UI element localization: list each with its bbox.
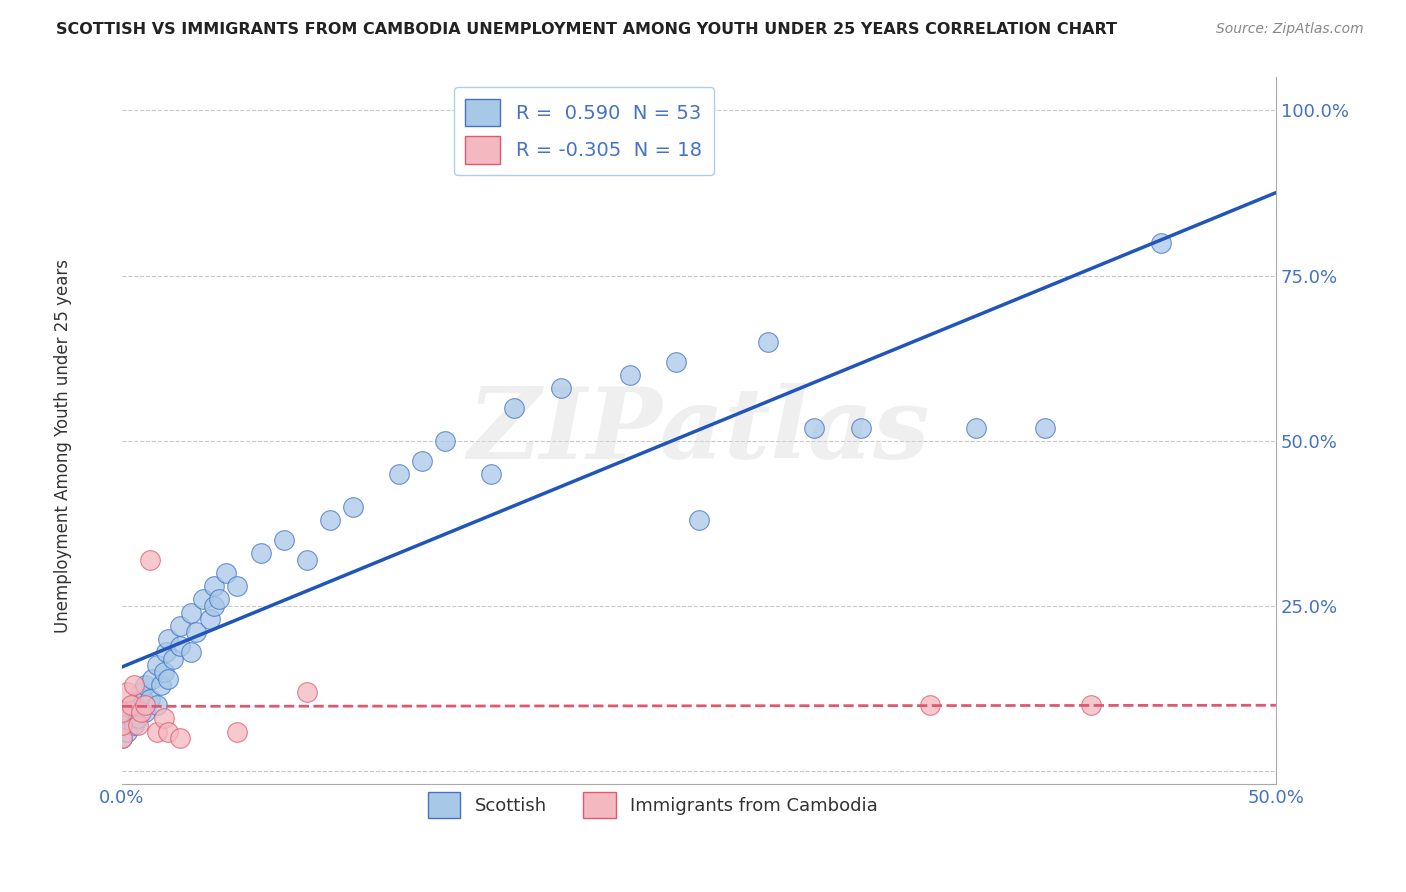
Point bbox=[319, 513, 342, 527]
Point bbox=[550, 381, 572, 395]
Point bbox=[1033, 420, 1056, 434]
Point bbox=[388, 467, 411, 481]
Text: Unemployment Among Youth under 25 years: Unemployment Among Youth under 25 years bbox=[55, 259, 72, 633]
Point bbox=[111, 718, 134, 732]
Text: SCOTTISH VS IMMIGRANTS FROM CAMBODIA UNEMPLOYMENT AMONG YOUTH UNDER 25 YEARS COR: SCOTTISH VS IMMIGRANTS FROM CAMBODIA UNE… bbox=[56, 22, 1118, 37]
Point bbox=[157, 672, 180, 686]
Point bbox=[118, 705, 141, 719]
Point bbox=[122, 678, 145, 692]
Point bbox=[191, 592, 214, 607]
Point bbox=[169, 619, 191, 633]
Point bbox=[134, 705, 156, 719]
Point bbox=[134, 678, 156, 692]
Point bbox=[152, 665, 174, 679]
Point bbox=[122, 718, 145, 732]
Point bbox=[132, 691, 155, 706]
Point bbox=[115, 724, 138, 739]
Point bbox=[145, 658, 167, 673]
Point bbox=[129, 685, 152, 699]
Point bbox=[202, 579, 225, 593]
Point bbox=[479, 467, 502, 481]
Point bbox=[619, 368, 641, 382]
Point bbox=[180, 606, 202, 620]
Point bbox=[129, 705, 152, 719]
Point bbox=[180, 645, 202, 659]
Point bbox=[849, 420, 872, 434]
Point bbox=[127, 711, 149, 725]
Point bbox=[155, 645, 177, 659]
Point bbox=[198, 612, 221, 626]
Point bbox=[1080, 698, 1102, 713]
Point bbox=[122, 698, 145, 713]
Point bbox=[139, 691, 162, 706]
Point bbox=[111, 718, 134, 732]
Point bbox=[115, 685, 138, 699]
Point bbox=[139, 553, 162, 567]
Point bbox=[120, 698, 142, 713]
Point bbox=[202, 599, 225, 613]
Point bbox=[134, 698, 156, 713]
Point bbox=[169, 731, 191, 746]
Text: ZIPatlas: ZIPatlas bbox=[468, 383, 931, 479]
Point bbox=[249, 546, 271, 560]
Point bbox=[145, 698, 167, 713]
Point bbox=[215, 566, 238, 580]
Point bbox=[157, 632, 180, 646]
Point bbox=[141, 672, 163, 686]
Point bbox=[111, 731, 134, 746]
Text: Source: ZipAtlas.com: Source: ZipAtlas.com bbox=[1216, 22, 1364, 37]
Point bbox=[295, 685, 318, 699]
Point bbox=[756, 334, 779, 349]
Point bbox=[208, 592, 231, 607]
Point bbox=[111, 731, 134, 746]
Point bbox=[295, 553, 318, 567]
Point bbox=[434, 434, 457, 448]
Point bbox=[150, 678, 173, 692]
Point bbox=[169, 639, 191, 653]
Point bbox=[127, 718, 149, 732]
Legend: Scottish, Immigrants from Cambodia: Scottish, Immigrants from Cambodia bbox=[420, 785, 884, 825]
Point bbox=[503, 401, 526, 415]
Point bbox=[665, 354, 688, 368]
Point bbox=[688, 513, 710, 527]
Point bbox=[184, 625, 207, 640]
Point bbox=[226, 579, 249, 593]
Point bbox=[342, 500, 364, 514]
Point bbox=[918, 698, 941, 713]
Point bbox=[411, 453, 433, 467]
Point bbox=[162, 652, 184, 666]
Point bbox=[965, 420, 987, 434]
Point bbox=[226, 724, 249, 739]
Point bbox=[273, 533, 295, 547]
Point bbox=[157, 724, 180, 739]
Point bbox=[803, 420, 825, 434]
Point bbox=[145, 724, 167, 739]
Point bbox=[152, 711, 174, 725]
Point bbox=[1149, 235, 1171, 250]
Point bbox=[111, 705, 134, 719]
